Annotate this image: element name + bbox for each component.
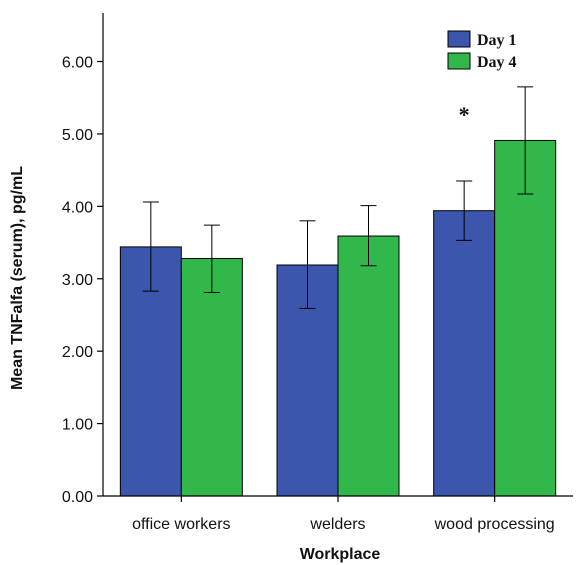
y-tick-label: 0.00 bbox=[62, 489, 93, 506]
legend: Day 1 Day 4 bbox=[447, 30, 517, 71]
x-ticks: office workers welders wood processing bbox=[132, 496, 555, 533]
y-ticks: 0.00 1.00 2.00 3.00 4.00 5.00 6.00 bbox=[62, 55, 103, 506]
bars-layer bbox=[119, 139, 557, 497]
y-tick-label: 2.00 bbox=[62, 344, 93, 361]
legend-swatch-day-1 bbox=[447, 30, 471, 48]
x-tick-label-wood-processing: wood processing bbox=[434, 516, 555, 533]
significance-annotation: * bbox=[459, 102, 470, 127]
y-tick-label: 4.00 bbox=[62, 199, 93, 216]
x-tick-label-office-workers: office workers bbox=[132, 516, 230, 533]
y-tick-label: 3.00 bbox=[62, 272, 93, 289]
bar-day-1-wood-processing bbox=[433, 210, 496, 497]
y-tick-label: 5.00 bbox=[62, 127, 93, 144]
x-axis-title: Workplace bbox=[300, 546, 381, 563]
y-tick-label: 1.00 bbox=[62, 417, 93, 434]
legend-swatch-day-4 bbox=[447, 52, 471, 70]
y-axis-title: Mean TNFalfa (serum), pg/mL bbox=[9, 166, 26, 390]
x-tick-label-welders: welders bbox=[309, 516, 365, 533]
legend-label-day-1: Day 1 bbox=[477, 32, 517, 49]
bar-day-4-office-workers bbox=[180, 257, 243, 497]
legend-label-day-4: Day 4 bbox=[477, 54, 517, 71]
y-tick-label: 6.00 bbox=[62, 55, 93, 72]
error-bars-layer bbox=[142, 86, 534, 309]
bar-day-4-welders bbox=[337, 235, 400, 497]
